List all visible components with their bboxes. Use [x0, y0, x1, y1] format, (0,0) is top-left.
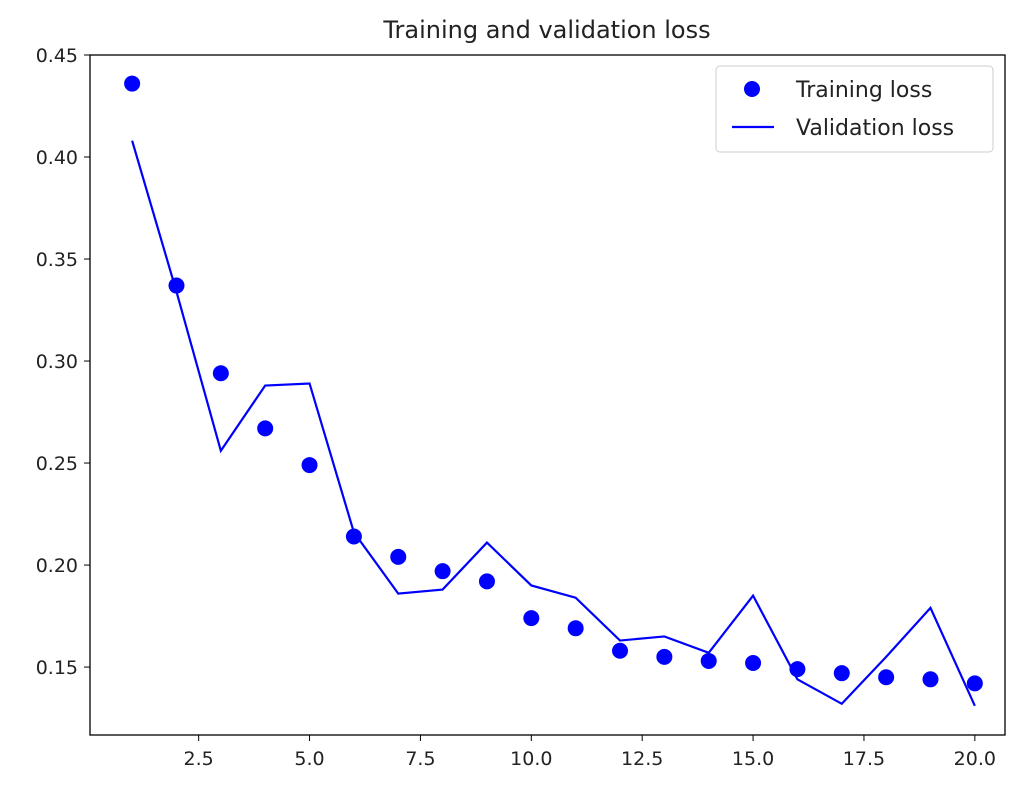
training-loss-point	[434, 563, 451, 580]
training-loss-point	[523, 610, 540, 627]
legend: Training loss Validation loss	[715, 65, 994, 153]
x-tick-label: 20.0	[954, 748, 996, 770]
x-tick-label: 5.0	[294, 748, 324, 770]
training-loss-point	[612, 642, 629, 659]
training-loss-point	[301, 457, 318, 474]
training-loss-point	[966, 675, 983, 692]
training-loss-point	[922, 671, 939, 688]
validation-loss-line	[131, 140, 976, 707]
training-loss-point	[567, 620, 584, 637]
x-tick-label: 2.5	[184, 748, 214, 770]
plot-area	[89, 54, 1006, 736]
y-tick-label: 0.40	[36, 147, 78, 169]
x-tick-label: 12.5	[621, 748, 663, 770]
training-loss-point	[212, 365, 229, 382]
y-tick-label: 0.20	[36, 555, 78, 577]
legend-label-validation: Validation loss	[796, 116, 954, 141]
training-loss-point	[745, 654, 762, 671]
training-loss-point	[257, 420, 274, 437]
training-loss-point	[833, 665, 850, 682]
training-loss-point	[656, 648, 673, 665]
y-tick-label: 0.45	[36, 45, 78, 67]
legend-marker-training	[744, 81, 760, 97]
y-tick-label: 0.15	[36, 657, 78, 679]
legend-box	[715, 65, 994, 153]
training-loss-point	[390, 548, 407, 565]
x-tick-label: 17.5	[843, 748, 885, 770]
training-loss-point	[124, 75, 141, 92]
training-loss-point	[345, 528, 362, 545]
y-tick-label: 0.30	[36, 351, 78, 373]
training-loss-point	[478, 573, 495, 590]
training-loss-point	[878, 669, 895, 686]
chart-title: Training and validation loss	[382, 16, 710, 44]
x-tick-label: 15.0	[732, 748, 774, 770]
y-tick-label: 0.35	[36, 249, 78, 271]
y-tick-label: 0.25	[36, 453, 78, 475]
x-tick-label: 7.5	[405, 748, 435, 770]
legend-label-training: Training loss	[795, 78, 932, 103]
training-loss-point	[700, 652, 717, 669]
x-tick-label: 10.0	[510, 748, 552, 770]
